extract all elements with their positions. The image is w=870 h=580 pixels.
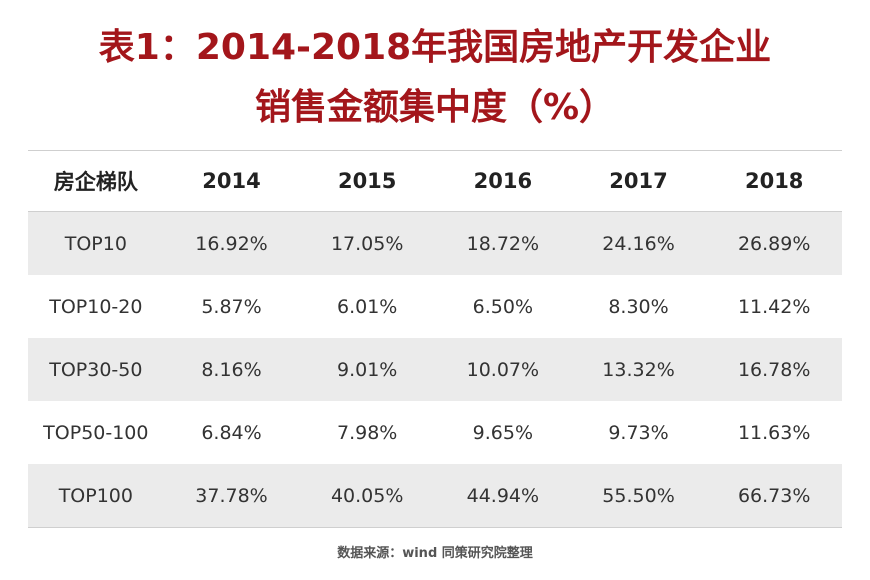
source-note: 数据来源：wind 同策研究院整理 (337, 546, 533, 561)
value-cell: 37.78% (195, 484, 268, 507)
value-cell: 16.92% (195, 232, 268, 255)
table-row: TOP50-100 6.84% 7.98% 9.65% 9.73% 11.63% (28, 401, 842, 464)
row-label-cell: TOP10-20 (49, 295, 143, 318)
row-label-cell: TOP10 (64, 232, 127, 255)
table-row: TOP10-20 5.87% 6.01% 6.50% 8.30% 11.42% (28, 275, 842, 338)
value-cell: 9.01% (337, 358, 398, 381)
table-row: TOP100 37.78% 40.05% 44.94% 55.50% 66.73… (28, 464, 842, 528)
table-title-line-2: 销售金额集中度（%） (254, 87, 616, 128)
header-cell: 2014 (202, 169, 261, 193)
header-cell: 房企梯队 (53, 170, 138, 194)
row-label-cell: TOP50-100 (43, 421, 149, 444)
value-cell: 18.72% (466, 232, 540, 255)
value-cell: 6.01% (337, 295, 398, 318)
value-cell: 6.50% (472, 295, 534, 318)
value-cell: 17.05% (330, 232, 404, 255)
value-cell: 26.89% (737, 232, 811, 255)
value-cell: 24.16% (602, 232, 675, 255)
concentration-table: 房企梯队 2014 2015 2016 2017 2018 TOP10 16.9… (28, 150, 842, 528)
header-cell: 2018 (744, 169, 804, 193)
value-cell: 8.30% (608, 295, 669, 318)
value-cell: 10.07% (466, 358, 540, 381)
value-cell: 5.87% (201, 295, 262, 318)
value-cell: 6.84% (201, 421, 262, 444)
header-cell: 2016 (473, 169, 533, 193)
value-cell: 11.42% (737, 295, 811, 318)
value-cell: 13.32% (602, 358, 675, 381)
value-cell: 9.73% (608, 421, 669, 444)
value-cell: 11.63% (737, 421, 811, 444)
header-cell: 2017 (609, 169, 668, 193)
value-cell: 44.94% (466, 484, 540, 507)
value-cell: 9.65% (472, 421, 534, 444)
value-cell: 7.98% (337, 421, 398, 444)
table-row: TOP30-50 8.16% 9.01% 10.07% 13.32% 16.78… (28, 338, 842, 401)
table-header-row: 房企梯队 2014 2015 2016 2017 2018 (28, 151, 842, 212)
table-row: TOP10 16.92% 17.05% 18.72% 24.16% 26.89% (28, 212, 842, 275)
value-cell: 8.16% (201, 358, 262, 381)
row-label-cell: TOP100 (58, 484, 133, 507)
table-title-line-1: 表1：2014-2018年我国房地产开发企业 (98, 27, 772, 68)
row-label-cell: TOP30-50 (49, 358, 143, 381)
value-cell: 16.78% (737, 358, 811, 381)
value-cell: 66.73% (737, 484, 811, 507)
header-cell: 2015 (337, 169, 397, 193)
value-cell: 40.05% (330, 484, 404, 507)
value-cell: 55.50% (602, 484, 675, 507)
